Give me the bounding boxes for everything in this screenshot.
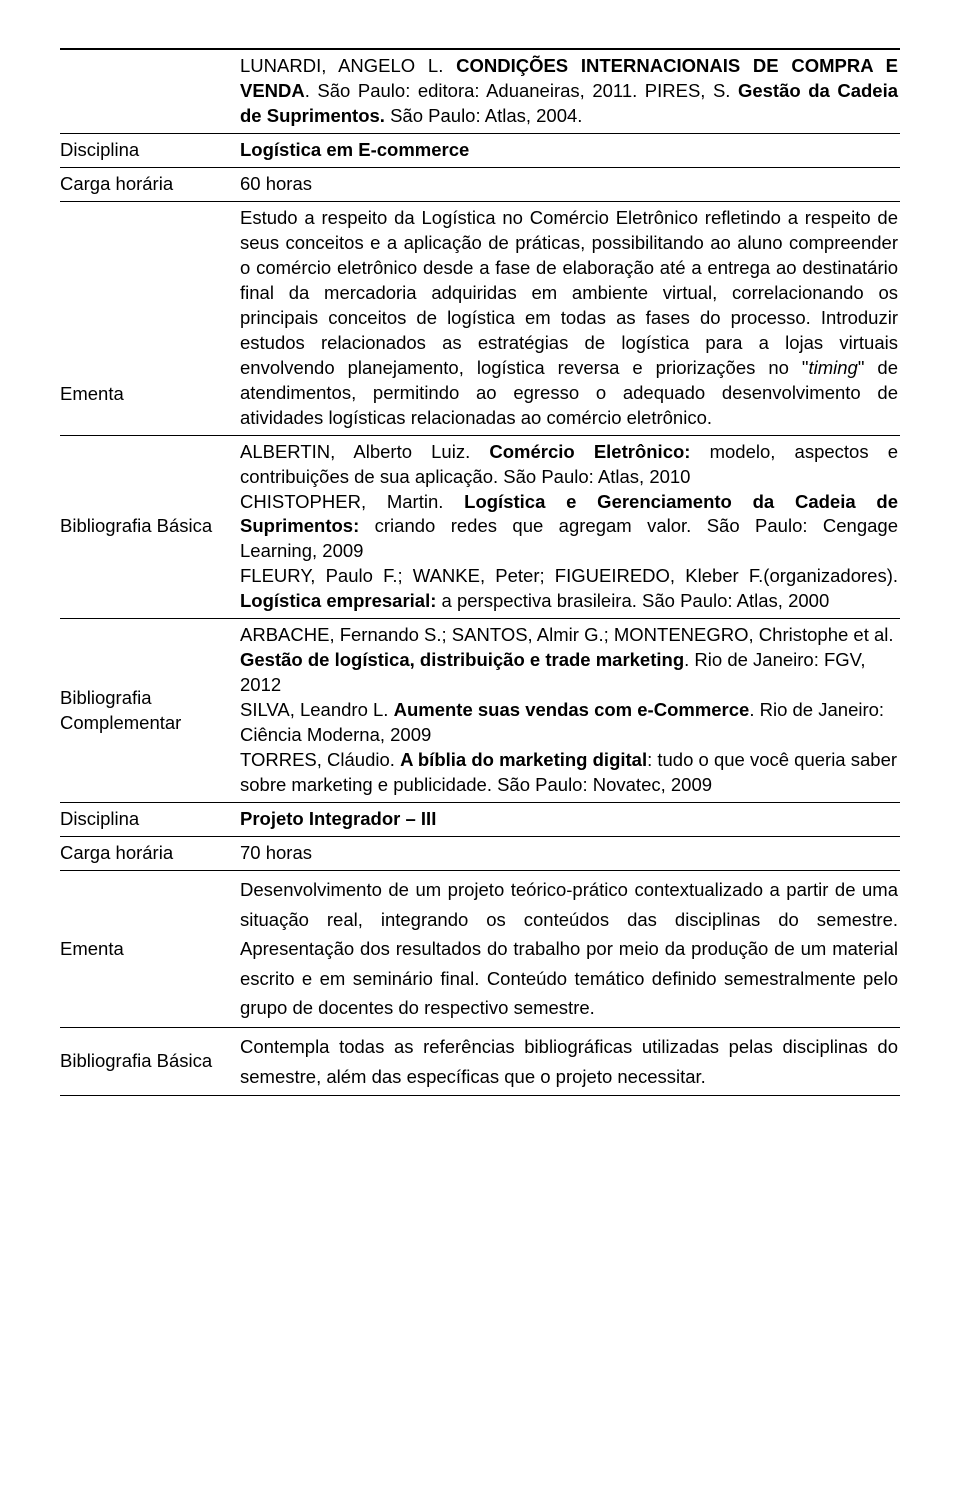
row-bib-basica: Bibliografia Básica ALBERTIN, Alberto Lu… [60,436,900,620]
label-bib-basica: Bibliografia Básica [60,1028,232,1095]
row-carga: Carga horária 60 horas [60,168,900,202]
label-bib-basica: Bibliografia Básica [60,436,232,619]
row-bib-comp: Bibliografia Complementar ARBACHE, Ferna… [60,619,900,802]
discipline-1: Disciplina Logística em E-commerce Carga… [60,134,900,803]
label-disciplina: Disciplina [60,134,232,167]
row-bib-basica: Bibliografia Básica Contempla todas as r… [60,1028,900,1095]
row-ementa: Ementa Estudo a respeito da Logística no… [60,202,900,436]
trailing-reference: LUNARDI, ANGELO L. CONDIÇÕES INTERNACION… [60,48,900,134]
value-ementa: Estudo a respeito da Logística no Comérc… [232,202,900,435]
row-ementa: Ementa Desenvolvimento de um projeto teó… [60,871,900,1028]
label-carga: Carga horária [60,168,232,201]
value-bib-comp: ARBACHE, Fernando S.; SANTOS, Almir G.; … [232,619,900,802]
value-carga: 70 horas [232,837,900,870]
row-disciplina: Disciplina Logística em E-commerce [60,134,900,168]
value-bib-basica: ALBERTIN, Alberto Luiz. Comércio Eletrôn… [232,436,900,619]
row-carga: Carga horária 70 horas [60,837,900,871]
value-ementa: Desenvolvimento de um projeto teórico-pr… [232,871,900,1027]
value-carga: 60 horas [232,168,900,201]
discipline-2: Disciplina Projeto Integrador – III Carg… [60,803,900,1096]
value-bib-basica: Contempla todas as referências bibliográ… [232,1028,900,1095]
label-carga: Carga horária [60,837,232,870]
label-bib-comp: Bibliografia Complementar [60,619,232,802]
label-ementa: Ementa [60,871,232,1027]
value-disciplina: Projeto Integrador – III [232,803,900,836]
row-disciplina: Disciplina Projeto Integrador – III [60,803,900,837]
value-disciplina: Logística em E-commerce [232,134,900,167]
label-disciplina: Disciplina [60,803,232,836]
label-ementa: Ementa [60,202,232,435]
